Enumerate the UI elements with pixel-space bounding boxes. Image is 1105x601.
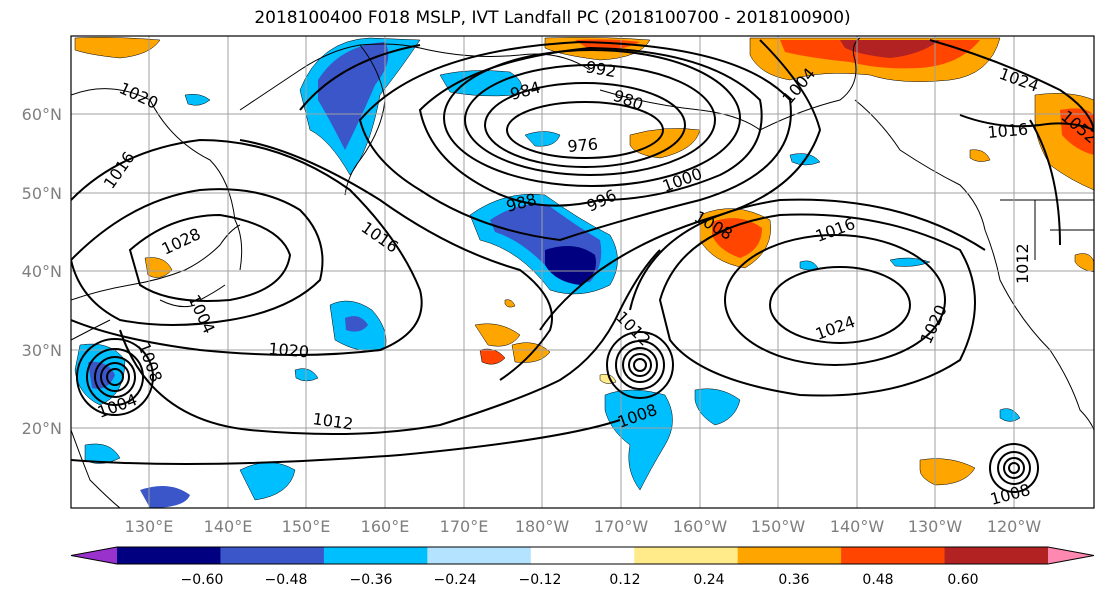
- colorbar-extend-low: [71, 547, 117, 564]
- lon-label: 170°E: [440, 517, 489, 536]
- colorbar-segment: [737, 547, 842, 564]
- isobar-label: 1020: [268, 339, 310, 361]
- isobars: [71, 39, 1094, 493]
- colorbar: [70, 546, 1095, 565]
- colorbar-segment: [944, 547, 1049, 564]
- colorbar-outline: [70, 546, 1095, 565]
- lon-label: 160°E: [361, 517, 410, 536]
- ivt-positive-regions: [74, 37, 1094, 486]
- map-title: 2018100400 F018 MSLP, IVT Landfall PC (2…: [254, 8, 851, 28]
- lon-label: 160°W: [673, 517, 728, 536]
- lon-label: 140°E: [204, 517, 253, 536]
- colorbar-tick-label: −0.60: [181, 572, 224, 588]
- lon-label: 170°W: [594, 517, 649, 536]
- colorbar-tick-labels: −0.60 −0.48 −0.36 −0.24 −0.12 0.12 0.24 …: [181, 572, 979, 588]
- lat-label: 50°N: [22, 184, 62, 203]
- lon-label: 130°E: [125, 517, 174, 536]
- lat-label: 20°N: [22, 419, 62, 438]
- colorbar-segment: [841, 547, 946, 564]
- lon-label: 150°W: [751, 517, 806, 536]
- colorbar-tick-label: −0.12: [519, 572, 562, 588]
- colorbar-tick-label: 0.60: [947, 572, 978, 588]
- colorbar-segment: [427, 547, 532, 564]
- colorbar-tick-label: −0.24: [434, 572, 477, 588]
- colorbar-extend-high: [1048, 547, 1094, 564]
- colorbar-segment: [117, 547, 221, 564]
- longitude-labels: 130°E 140°E 150°E 160°E 170°E 180°W 170°…: [125, 517, 1042, 536]
- lat-label: 30°N: [22, 341, 62, 360]
- colorbar-tick-label: 0.36: [778, 572, 809, 588]
- colorbar-segment: [634, 547, 739, 564]
- isobar-label: 1012: [1013, 243, 1032, 284]
- lon-label: 140°W: [830, 517, 885, 536]
- map-area: 1020 1016 1028 1004 1008 1004 1020 1012 …: [71, 36, 1094, 508]
- isobar-label: 976: [567, 134, 599, 156]
- colorbar-segment: [530, 547, 635, 564]
- colorbar-tick-label: 0.24: [693, 572, 724, 588]
- colorbar-tick-label: 0.12: [609, 572, 640, 588]
- isobar-label: 1016: [987, 120, 1029, 142]
- latitude-labels: 60°N 50°N 40°N 30°N 20°N: [22, 105, 62, 438]
- lat-label: 60°N: [22, 105, 62, 124]
- lon-label: 180°W: [515, 517, 570, 536]
- lat-label: 40°N: [22, 262, 62, 281]
- colorbar-segment: [220, 547, 325, 564]
- lon-label: 130°W: [908, 517, 963, 536]
- map-frame: [70, 35, 1095, 509]
- colorbar-tick-label: −0.36: [350, 572, 393, 588]
- colorbar-segment: [323, 547, 428, 564]
- colorbar-tick-label: 0.48: [862, 572, 893, 588]
- lon-label: 120°W: [987, 517, 1042, 536]
- colorbar-tick-label: −0.48: [265, 572, 308, 588]
- lon-label: 150°E: [282, 517, 331, 536]
- ivt-negative-regions: [74, 37, 1021, 508]
